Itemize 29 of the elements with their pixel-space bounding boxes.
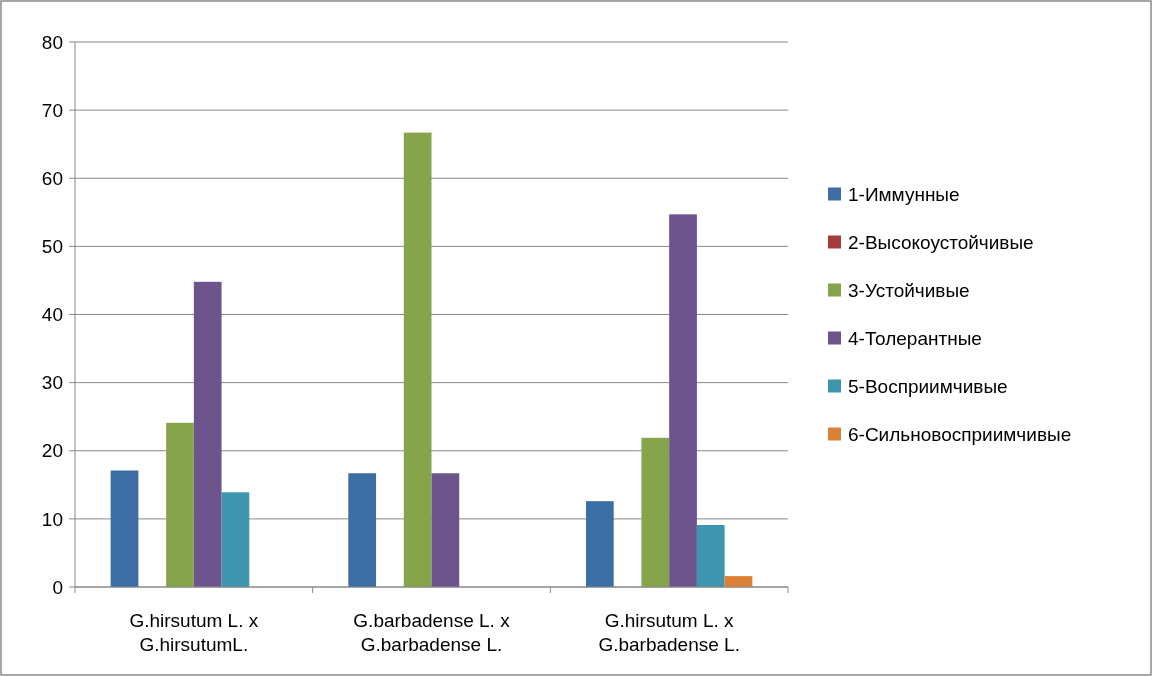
legend-label: 2-Высокоустойчивые: [848, 232, 1034, 254]
y-tick-label: 20: [41, 440, 63, 462]
y-tick-label: 40: [41, 304, 63, 326]
legend-label: 1-Иммунные: [848, 184, 960, 206]
bar: [193, 281, 222, 587]
x-tick-label: G.hirsutum L. x G.barbadense L.: [598, 610, 740, 655]
y-tick-label: 70: [41, 99, 63, 121]
x-tick-label: G.barbadense L. x G.barbadense L.: [353, 610, 511, 655]
legend-label: 3-Устойчивые: [848, 280, 970, 302]
x-tick-label: G.hirsutum L. x G.hirsutumL.: [129, 610, 259, 655]
bar: [641, 437, 670, 587]
bar: [221, 492, 250, 587]
bar: [669, 214, 697, 587]
y-tick-label: 50: [41, 236, 63, 258]
legend-label: 4-Толерантные: [848, 328, 982, 350]
y-tick-label: 0: [52, 576, 63, 598]
y-tick-label: 10: [41, 508, 63, 530]
bar: [431, 473, 460, 587]
bar: [348, 473, 377, 587]
legend-label: 5-Восприимчивые: [848, 376, 1008, 398]
y-tick-label: 30: [41, 372, 63, 394]
bar: [585, 501, 614, 587]
legend-label: 6-Сильновосприимчивые: [848, 424, 1072, 446]
bar: [166, 422, 194, 587]
bar: [403, 132, 432, 587]
y-tick-label: 80: [41, 31, 63, 53]
y-tick-label: 60: [41, 167, 63, 189]
bar: [696, 525, 725, 587]
bar: [110, 470, 139, 587]
